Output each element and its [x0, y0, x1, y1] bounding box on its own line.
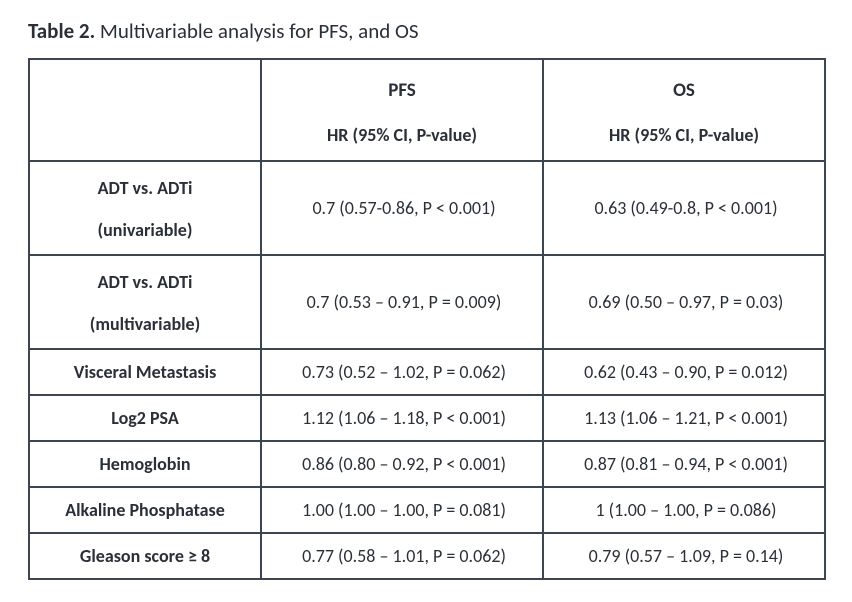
row-os: 0.62 (0.43 – 0.90, P = 0.012) [543, 349, 825, 395]
row-pfs: 0.73 (0.52 – 1.02, P = 0.062) [261, 349, 543, 395]
table-row: Log2 PSA 1.12 (1.06 – 1.18, P < 0.001) 1… [29, 395, 825, 441]
header-pfs-sub: HR (95% CI, P-value) [262, 124, 542, 146]
row-label-top: ADT vs. ADTi [30, 177, 260, 199]
header-pfs-title: PFS [262, 79, 542, 102]
table-row: Hemoglobin 0.86 (0.80 – 0.92, P < 0.001)… [29, 441, 825, 487]
row-pfs: 1.00 (1.00 – 1.00, P = 0.081) [261, 487, 543, 533]
header-os: OS HR (95% CI, P-value) [543, 59, 825, 161]
table-row: ADT vs. ADTi (multivariable) 0.7 (0.53 –… [29, 255, 825, 349]
table-row: Visceral Metastasis 0.73 (0.52 – 1.02, P… [29, 349, 825, 395]
row-os: 1.13 (1.06 – 1.21, P < 0.001) [543, 395, 825, 441]
row-os: 0.87 (0.81 – 0.94, P < 0.001) [543, 441, 825, 487]
row-label: ADT vs. ADTi (univariable) [29, 161, 261, 255]
row-label-top: ADT vs. ADTi [30, 271, 260, 293]
header-blank [29, 59, 261, 161]
header-os-sub: HR (95% CI, P-value) [544, 124, 824, 146]
caption-rest: Multivariable analysis for PFS, and OS [95, 18, 418, 44]
row-label-bot: (univariable) [30, 219, 260, 241]
table-header-row: PFS HR (95% CI, P-value) OS HR (95% CI, … [29, 59, 825, 161]
table-row: ADT vs. ADTi (univariable) 0.7 (0.57-0.8… [29, 161, 825, 255]
row-label: ADT vs. ADTi (multivariable) [29, 255, 261, 349]
row-label: Visceral Metastasis [29, 349, 261, 395]
row-pfs: 0.7 (0.57-0.86, P < 0.001) [261, 161, 543, 255]
header-os-title: OS [544, 79, 824, 102]
analysis-table: PFS HR (95% CI, P-value) OS HR (95% CI, … [28, 58, 826, 580]
row-os: 0.69 (0.50 – 0.97, P = 0.03) [543, 255, 825, 349]
row-os: 0.79 (0.57 – 1.09, P = 0.14) [543, 533, 825, 579]
row-label: Gleason score ≥ 8 [29, 533, 261, 579]
table-row: Gleason score ≥ 8 0.77 (0.58 – 1.01, P =… [29, 533, 825, 579]
table-row: Alkaline Phosphatase 1.00 (1.00 – 1.00, … [29, 487, 825, 533]
row-os: 1 (1.00 – 1.00, P = 0.086) [543, 487, 825, 533]
caption-bold: Table 2. [28, 18, 95, 44]
header-pfs: PFS HR (95% CI, P-value) [261, 59, 543, 161]
row-os: 0.63 (0.49-0.8, P < 0.001) [543, 161, 825, 255]
row-label: Log2 PSA [29, 395, 261, 441]
row-label: Alkaline Phosphatase [29, 487, 261, 533]
table-caption: Table 2. Multivariable analysis for PFS,… [28, 18, 824, 44]
row-pfs: 0.77 (0.58 – 1.01, P = 0.062) [261, 533, 543, 579]
row-pfs: 0.86 (0.80 – 0.92, P < 0.001) [261, 441, 543, 487]
row-label: Hemoglobin [29, 441, 261, 487]
row-label-bot: (multivariable) [30, 313, 260, 335]
row-pfs: 0.7 (0.53 – 0.91, P = 0.009) [261, 255, 543, 349]
row-pfs: 1.12 (1.06 – 1.18, P < 0.001) [261, 395, 543, 441]
